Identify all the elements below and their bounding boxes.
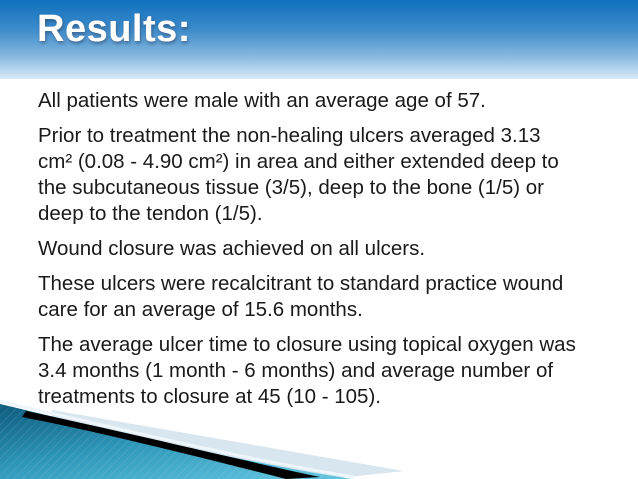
body-paragraph: Wound closure was achieved on all ulcers… (38, 236, 613, 262)
black-swoosh-shape (22, 411, 320, 479)
body-paragraph: Prior to treatment the non-healing ulcer… (38, 123, 613, 227)
body-paragraph: All patients were male with an average a… (38, 88, 613, 114)
text-line: Wound closure was achieved on all ulcers… (38, 237, 426, 260)
text-line: the subcutaneous tissue (3/5), deep to t… (38, 176, 544, 199)
text-line: cm² (0.08 - 4.90 cm²) in area and either… (38, 150, 559, 173)
text-line: These ulcers were recalcitrant to standa… (38, 272, 564, 295)
text-line: 3.4 months (1 month - 6 months) and aver… (38, 359, 554, 382)
text-line: treatments to closure at 45 (10 - 105). (38, 385, 381, 408)
text-line: deep to the tendon (1/5). (38, 202, 263, 225)
slide-header: Results: (0, 0, 638, 79)
body-paragraph: The average ulcer time to closure using … (38, 332, 613, 410)
pale-wedge-shape (52, 410, 404, 479)
page-title: Results: (37, 8, 191, 50)
text-line: Prior to treatment the non-healing ulcer… (38, 124, 541, 147)
slide-body: All patients were male with an average a… (0, 79, 638, 419)
text-line: All patients were male with an average a… (38, 89, 486, 112)
text-line: The average ulcer time to closure using … (38, 333, 576, 356)
text-line: care for an average of 15.6 months. (38, 298, 363, 321)
body-paragraph: These ulcers were recalcitrant to standa… (38, 271, 613, 323)
